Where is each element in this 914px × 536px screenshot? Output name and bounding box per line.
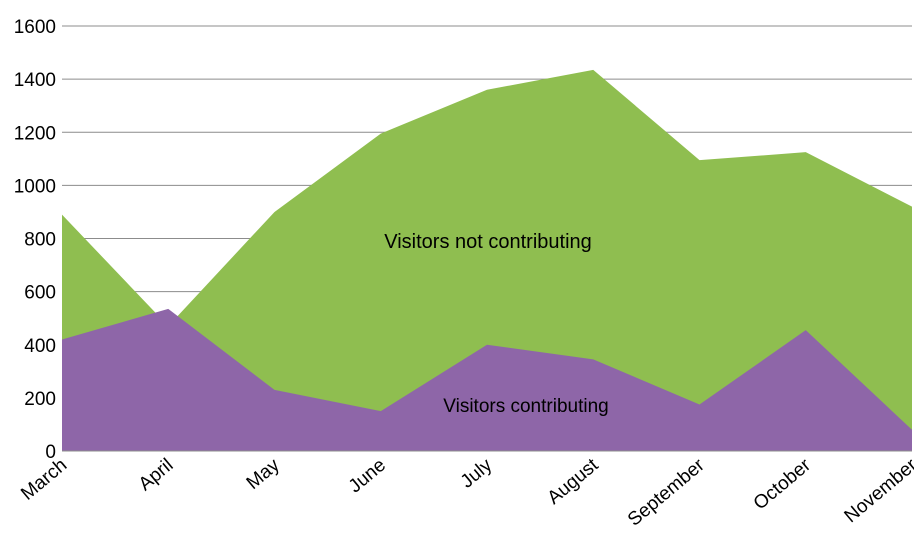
x-tick-label: May: [243, 454, 284, 493]
y-tick-label: 1000: [14, 176, 56, 197]
series-label-not-contributing: Visitors not contributing: [384, 231, 592, 253]
x-axis: March April May June July August September Octo…: [17, 454, 914, 530]
x-tick-label: June: [345, 455, 390, 498]
x-tick-label: November: [841, 454, 914, 527]
y-tick-label: 800: [24, 230, 56, 251]
x-tick-label: August: [544, 454, 603, 509]
area-visitors-contributing: [62, 308, 912, 451]
area-visitors-not-contributing: [62, 69, 912, 451]
x-tick-label: March: [17, 455, 71, 505]
y-tick-label: 0: [45, 442, 56, 463]
plot-areas: [62, 69, 912, 452]
series-labels: Visitors not contributing Visitors contr…: [384, 231, 608, 417]
y-tick-label: 400: [24, 336, 56, 357]
x-tick-label: September: [624, 454, 709, 530]
y-tick-label: 1600: [14, 17, 56, 38]
y-tick-label: 600: [24, 283, 56, 304]
y-tick-label: 200: [24, 389, 56, 410]
x-tick-label: July: [457, 454, 497, 492]
y-tick-label: 1200: [14, 123, 56, 144]
x-tick-label: April: [135, 455, 178, 496]
y-axis: 0 200 400 600 800 1000 1200 1400 1600: [14, 17, 56, 463]
series-label-contributing: Visitors contributing: [443, 396, 608, 417]
x-tick-label: October: [750, 454, 816, 514]
y-tick-label: 1400: [14, 70, 56, 91]
